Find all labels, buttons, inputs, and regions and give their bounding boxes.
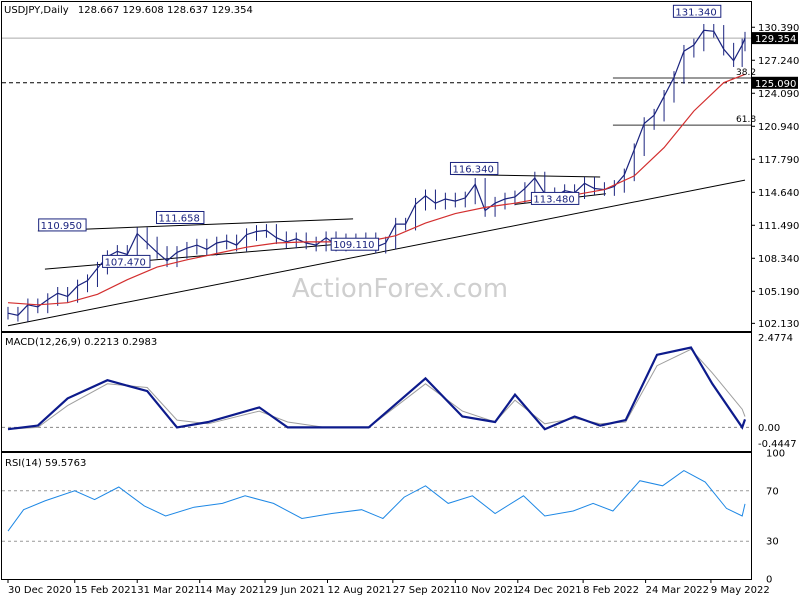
y-tick-label: 130.390 bbox=[758, 23, 799, 34]
level-box bbox=[752, 76, 798, 89]
x-tick-label: 24 Dec 2021 bbox=[518, 585, 582, 596]
y-tick-label: 127.240 bbox=[758, 56, 799, 67]
y-tick-label: 124.090 bbox=[758, 89, 799, 100]
annotation-box bbox=[102, 254, 151, 268]
macd-pane-border bbox=[1, 332, 752, 452]
annotation-box bbox=[672, 4, 722, 18]
x-tick-label: 15 Feb 2021 bbox=[75, 585, 137, 596]
moving-average-line bbox=[7, 73, 746, 306]
annotation-label: 107.470 bbox=[105, 257, 146, 268]
x-tick-label: 30 Dec 2020 bbox=[8, 585, 72, 596]
y-tick-label: 102.130 bbox=[758, 319, 799, 330]
y-tick-label: 105.190 bbox=[758, 287, 799, 298]
x-tick-label: 14 May 2021 bbox=[200, 585, 265, 596]
rsi-tick-label: 70 bbox=[766, 486, 779, 497]
chart-symbol: USDJPY,Daily bbox=[4, 5, 69, 16]
rsi-line bbox=[7, 470, 746, 532]
annotation-label: 113.480 bbox=[533, 194, 574, 205]
trendline bbox=[37, 218, 354, 232]
trendline bbox=[7, 179, 746, 327]
y-tick-label: 117.790 bbox=[758, 155, 799, 166]
annotation-label: 111.658 bbox=[159, 213, 200, 224]
macd-label: MACD(12,26,9) 0.2213 0.2983 bbox=[5, 337, 157, 348]
annotation-box bbox=[330, 237, 380, 251]
y-tick-label: 108.340 bbox=[758, 254, 799, 265]
rsi-tick-label: 100 bbox=[766, 449, 785, 460]
x-tick-label: 29 Jun 2021 bbox=[265, 585, 325, 596]
x-tick-label: 24 Mar 2022 bbox=[646, 585, 709, 596]
x-tick-label: 31 Mar 2021 bbox=[137, 585, 200, 596]
annotation-label: 109.110 bbox=[333, 240, 374, 251]
y-tick-label: 114.640 bbox=[758, 188, 799, 199]
price-pane-border bbox=[1, 1, 752, 332]
annotation-box bbox=[449, 161, 499, 175]
y-tick-label: 111.490 bbox=[758, 221, 799, 232]
macd-tick-label: 2.4774 bbox=[758, 333, 793, 344]
x-tick-label: 8 Feb 2022 bbox=[583, 585, 639, 596]
current-price-label: 129.354 bbox=[755, 34, 796, 45]
macd-tick-label: 0.00 bbox=[758, 423, 780, 434]
chart-header: USDJPY,Daily 128.667 129.608 128.637 129… bbox=[4, 5, 253, 16]
annotation-label: 131.340 bbox=[675, 7, 716, 18]
x-tick-label: 9 May 2022 bbox=[711, 585, 770, 596]
fib-level-label: 38.2 bbox=[736, 68, 756, 78]
price-line bbox=[7, 29, 746, 316]
annotation-box bbox=[530, 191, 580, 205]
x-tick-label: 27 Sep 2021 bbox=[393, 585, 456, 596]
x-tick-label: 10 Nov 2021 bbox=[455, 585, 519, 596]
annotation-box bbox=[38, 218, 87, 232]
annotation-box bbox=[156, 210, 205, 224]
fib-level-label: 61.8 bbox=[736, 115, 756, 125]
rsi-label: RSI(14) 59.5763 bbox=[5, 458, 86, 469]
y-tick-label: 120.940 bbox=[758, 122, 799, 133]
macd-line bbox=[7, 346, 747, 431]
current-price-box bbox=[752, 32, 798, 45]
macd-tick-label: -0.4447 bbox=[758, 439, 797, 450]
level-label: 125.090 bbox=[755, 79, 796, 90]
annotation-label: 116.340 bbox=[452, 164, 493, 175]
rsi-tick-label: 0 bbox=[766, 575, 772, 586]
x-tick-label: 12 Aug 2021 bbox=[328, 585, 392, 596]
watermark: ActionForex.com bbox=[292, 274, 508, 304]
rsi-pane-border bbox=[1, 452, 752, 580]
annotation-label: 110.950 bbox=[41, 221, 82, 232]
rsi-tick-label: 30 bbox=[766, 537, 779, 548]
chart-ohlc: 128.667 129.608 128.637 129.354 bbox=[78, 5, 253, 16]
